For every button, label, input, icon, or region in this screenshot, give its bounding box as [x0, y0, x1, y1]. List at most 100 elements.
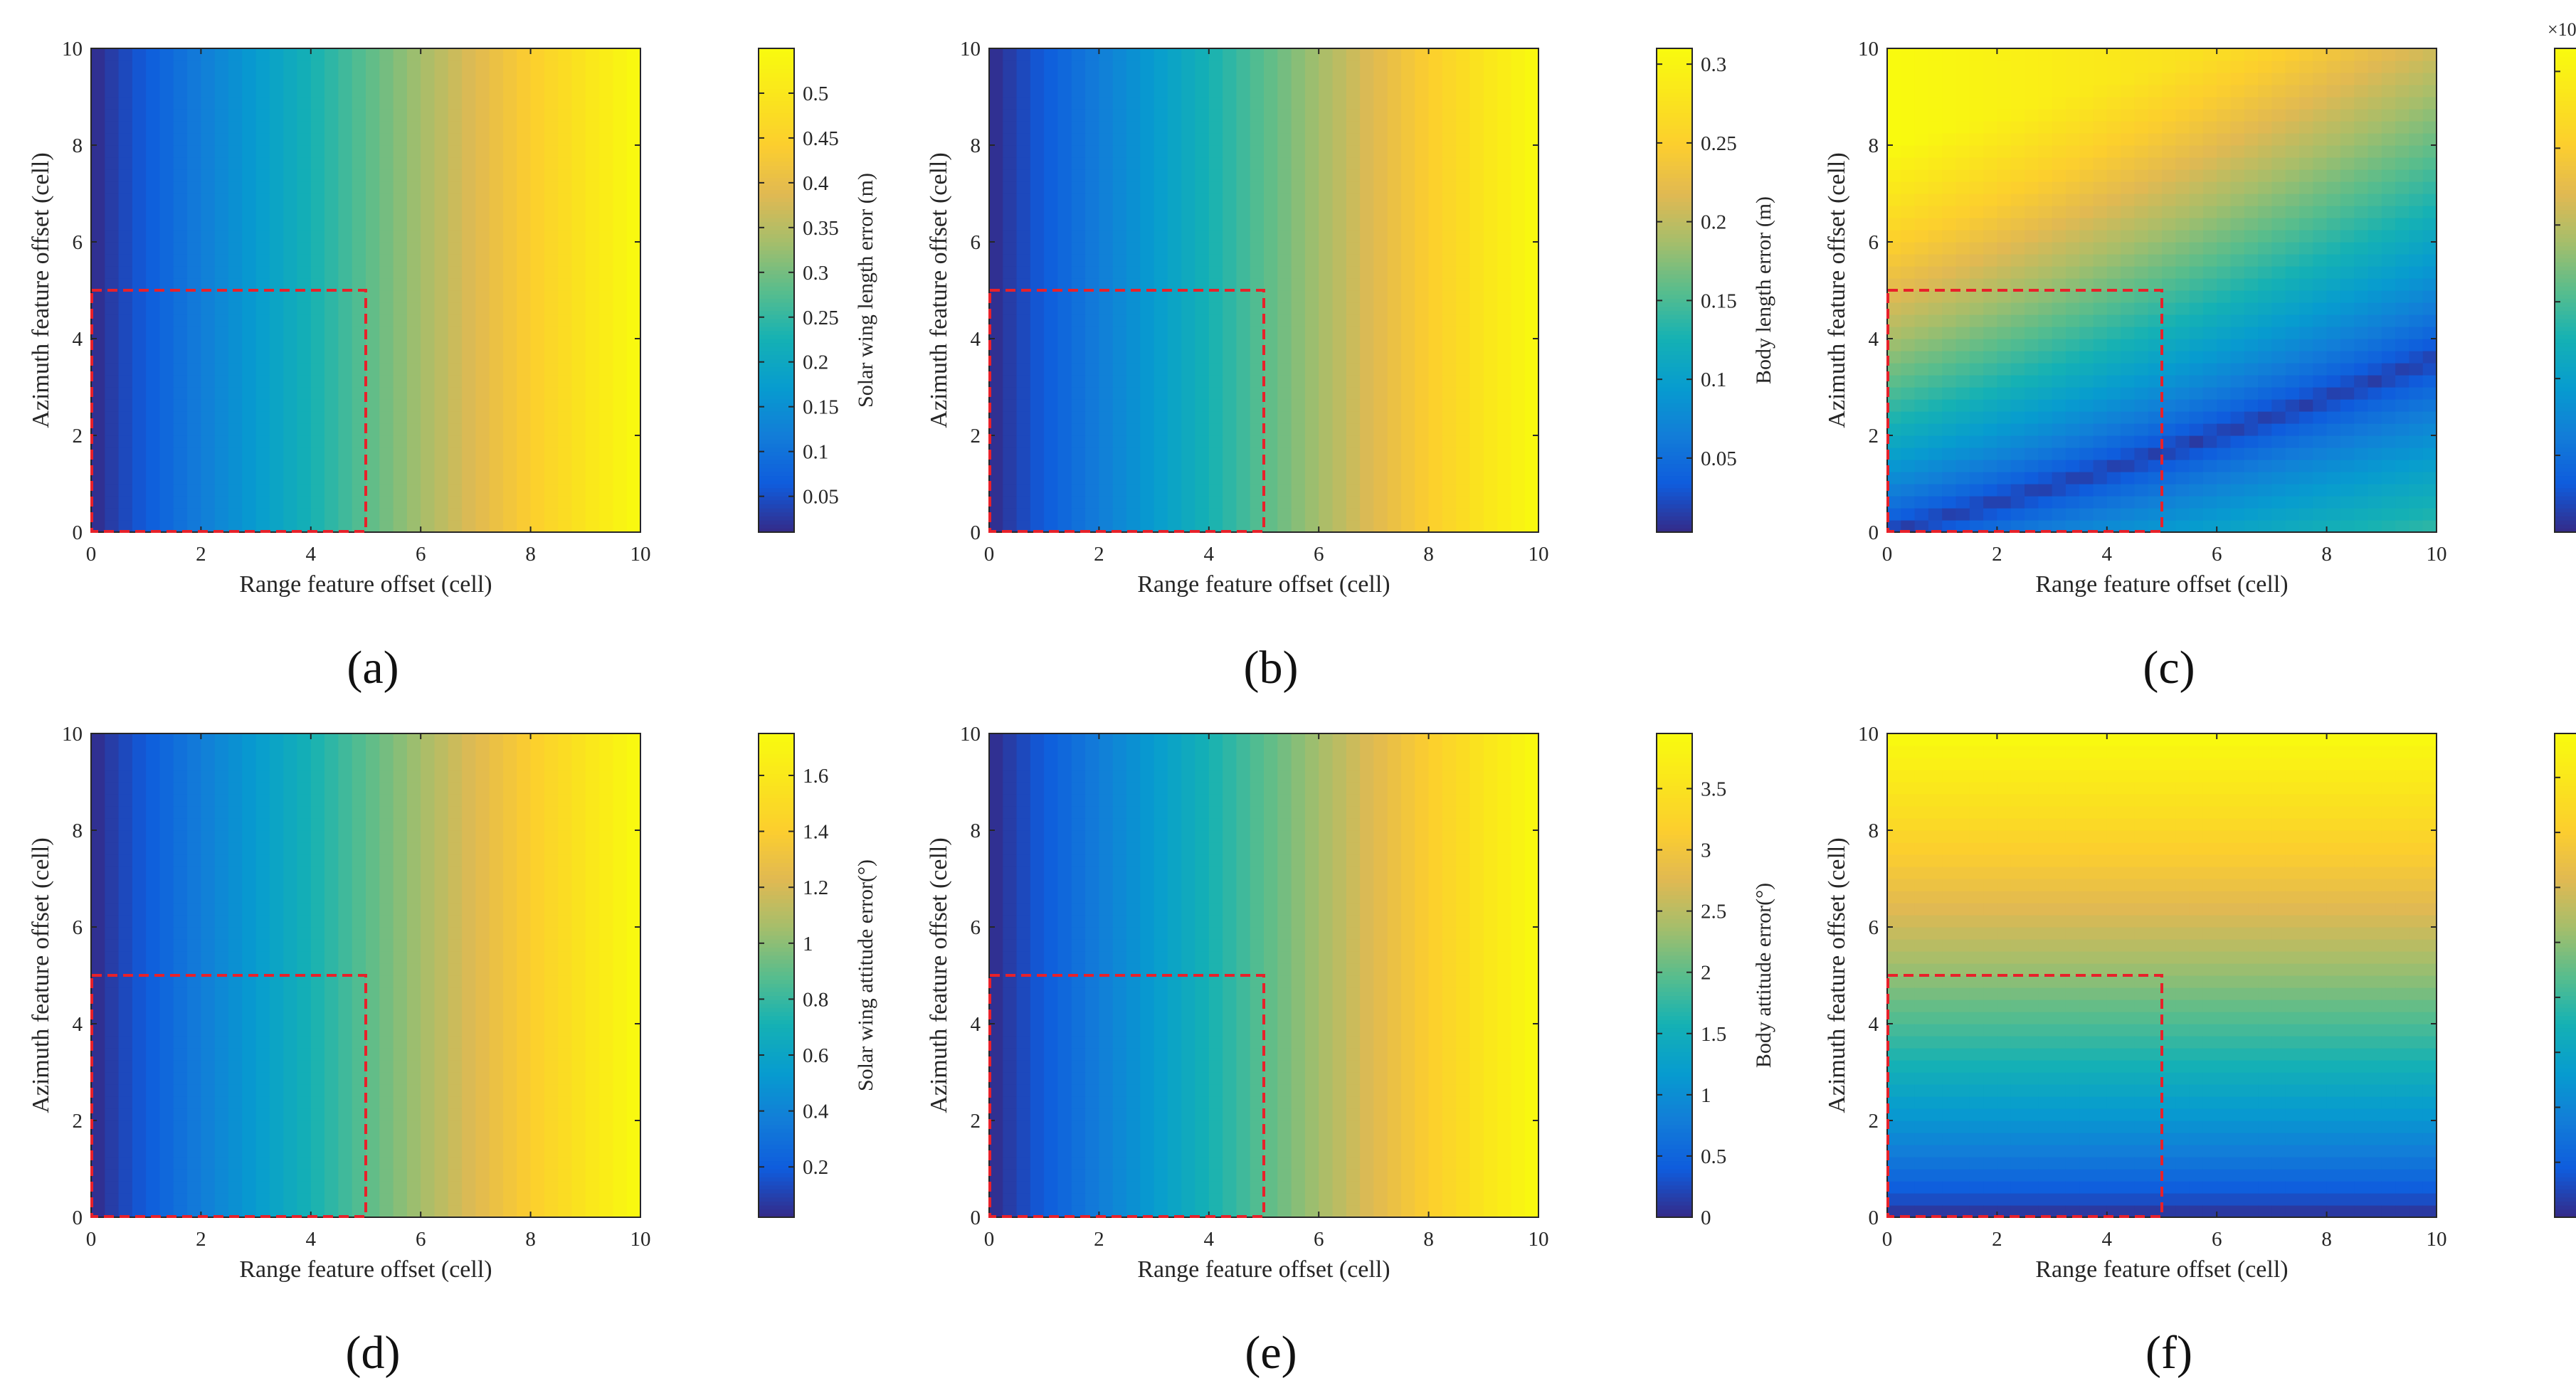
heatmap-cell [1332, 302, 1347, 315]
heatmap-cell [2052, 484, 2066, 497]
heatmap-cell [462, 423, 476, 436]
heatmap-cell [2368, 423, 2382, 436]
heatmap-cell [1483, 145, 1498, 158]
heatmap-cell [310, 121, 325, 134]
heatmap-cell [2271, 181, 2286, 194]
heatmap-cell [2230, 97, 2245, 110]
heatmap-cell [2010, 109, 2025, 122]
heatmap-cell [1955, 460, 1970, 472]
heatmap-cell [283, 363, 298, 376]
heatmap-cell [503, 339, 517, 351]
heatmap-cell [1195, 194, 1210, 206]
heatmap-cell [1442, 508, 1457, 521]
heatmap-cell [2148, 314, 2163, 327]
heatmap-cell [1319, 496, 1334, 509]
heatmap-cell [421, 206, 436, 218]
heatmap-cell [1387, 290, 1402, 303]
heatmap-cell [2217, 460, 2232, 472]
heatmap-cell [2175, 60, 2190, 73]
heatmap-cell [2175, 435, 2190, 448]
heatmap-cell [462, 242, 476, 255]
heatmap-cell [2148, 327, 2163, 339]
heatmap-cell [2271, 399, 2286, 412]
heatmap-cell [118, 472, 133, 484]
heatmap-cell [2052, 266, 2066, 279]
heatmap-cell [91, 181, 105, 194]
heatmap-cell [2299, 387, 2313, 400]
heatmap-cell [1332, 242, 1347, 255]
heatmap-cell [558, 266, 573, 279]
heatmap-cell [1887, 206, 1901, 218]
heatmap-cell [1304, 472, 1319, 484]
heatmap-cell [214, 290, 229, 303]
heatmap-cell [2340, 460, 2355, 472]
heatmap-cell [1456, 97, 1471, 110]
heatmap-cell [2202, 169, 2217, 182]
heatmap-cell [1387, 133, 1402, 146]
heatmap-cell [1099, 363, 1114, 376]
heatmap-cell [1099, 411, 1114, 424]
heatmap-cell [283, 218, 298, 231]
heatmap-cell [1126, 508, 1141, 521]
heatmap-cell [571, 423, 586, 436]
heatmap-cell [201, 387, 216, 400]
heatmap-cell [2189, 447, 2204, 460]
heatmap-cell [352, 339, 366, 351]
heatmap-cell [242, 327, 257, 339]
heatmap-cell [2162, 145, 2176, 158]
heatmap-cell [421, 302, 436, 315]
heatmap-cell [201, 484, 216, 497]
heatmap-cell [2038, 85, 2053, 97]
heatmap-cell [1497, 266, 1511, 279]
heatmap-cell [1304, 48, 1319, 61]
heatmap-cell [1264, 447, 1278, 460]
heatmap-cell [2313, 302, 2328, 315]
colorbar: 0.050.10.150.20.250.30.350.40.450.5Solar… [758, 48, 877, 533]
heatmap-cell [503, 206, 517, 218]
heatmap-cell [2121, 194, 2135, 206]
heatmap-cell [2038, 460, 2053, 472]
heatmap-cell [283, 145, 298, 158]
heatmap-cell [2217, 351, 2232, 364]
heatmap-cell [503, 435, 517, 448]
heatmap-cell [1511, 387, 1526, 400]
heatmap-cell [1167, 496, 1182, 509]
heatmap-cell [1003, 97, 1018, 110]
colorbar-segment [759, 64, 794, 69]
heatmap-cell [1154, 85, 1168, 97]
heatmap-cell [2354, 339, 2369, 351]
heatmap-cell [1914, 399, 1929, 412]
heatmap-cell [1003, 423, 1018, 436]
heatmap-cell [366, 351, 380, 364]
heatmap-cell [585, 206, 600, 218]
heatmap-cell [283, 254, 298, 267]
colorbar-segment [759, 169, 794, 174]
heatmap-cell [1085, 242, 1099, 255]
heatmap-cell [544, 411, 559, 424]
heatmap-cell [1044, 48, 1059, 61]
heatmap-cell [434, 508, 449, 521]
heatmap-cell [1154, 60, 1168, 73]
heatmap-cell [558, 121, 573, 134]
heatmap-cell [2217, 169, 2232, 182]
heatmap-cell [146, 290, 161, 303]
heatmap-cell [2038, 218, 2053, 231]
heatmap-cell [2326, 266, 2341, 279]
heatmap-cell [2258, 109, 2272, 122]
heatmap-cell [1154, 375, 1168, 388]
heatmap-cell [1360, 157, 1374, 170]
heatmap-cell [1955, 302, 1970, 315]
heatmap-cell [1346, 218, 1361, 231]
heatmap-cell [214, 230, 229, 243]
heatmap-cell [269, 339, 284, 351]
heatmap-cell [118, 278, 133, 291]
heatmap-cell [613, 266, 628, 279]
heatmap-cell [242, 206, 257, 218]
heatmap-cell [146, 447, 161, 460]
heatmap-cell [214, 97, 229, 110]
heatmap-cell [1223, 472, 1237, 484]
heatmap-cell [1291, 290, 1306, 303]
heatmap-cell [585, 145, 600, 158]
heatmap-cell [118, 351, 133, 364]
